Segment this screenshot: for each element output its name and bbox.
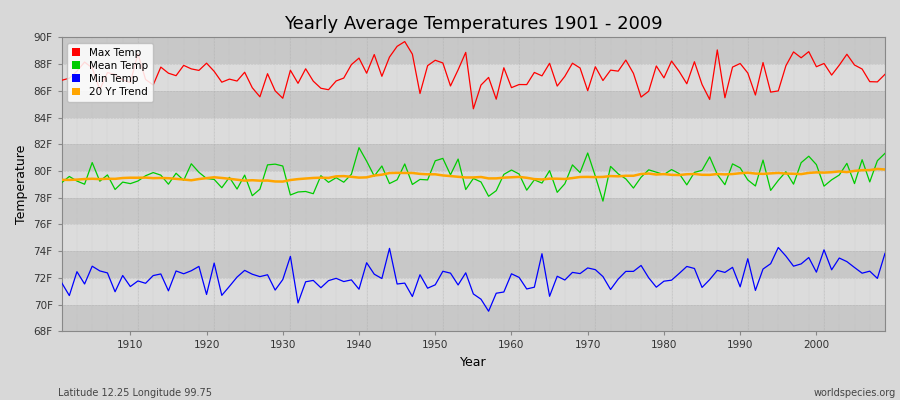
Bar: [62, 198, 885, 224]
Bar: [62, 64, 885, 91]
Bar: [62, 224, 885, 251]
Bar: [62, 251, 885, 278]
Bar: [62, 118, 885, 144]
Legend: Max Temp, Mean Temp, Min Temp, 20 Yr Trend: Max Temp, Mean Temp, Min Temp, 20 Yr Tre…: [67, 42, 153, 102]
Title: Yearly Average Temperatures 1901 - 2009: Yearly Average Temperatures 1901 - 2009: [284, 15, 662, 33]
Bar: [62, 144, 885, 171]
Bar: [62, 171, 885, 198]
Bar: [62, 37, 885, 64]
Text: worldspecies.org: worldspecies.org: [814, 388, 896, 398]
Y-axis label: Temperature: Temperature: [15, 145, 28, 224]
Text: Latitude 12.25 Longitude 99.75: Latitude 12.25 Longitude 99.75: [58, 388, 212, 398]
X-axis label: Year: Year: [460, 356, 487, 369]
Bar: [62, 278, 885, 305]
Bar: [62, 91, 885, 118]
Bar: [62, 305, 885, 332]
